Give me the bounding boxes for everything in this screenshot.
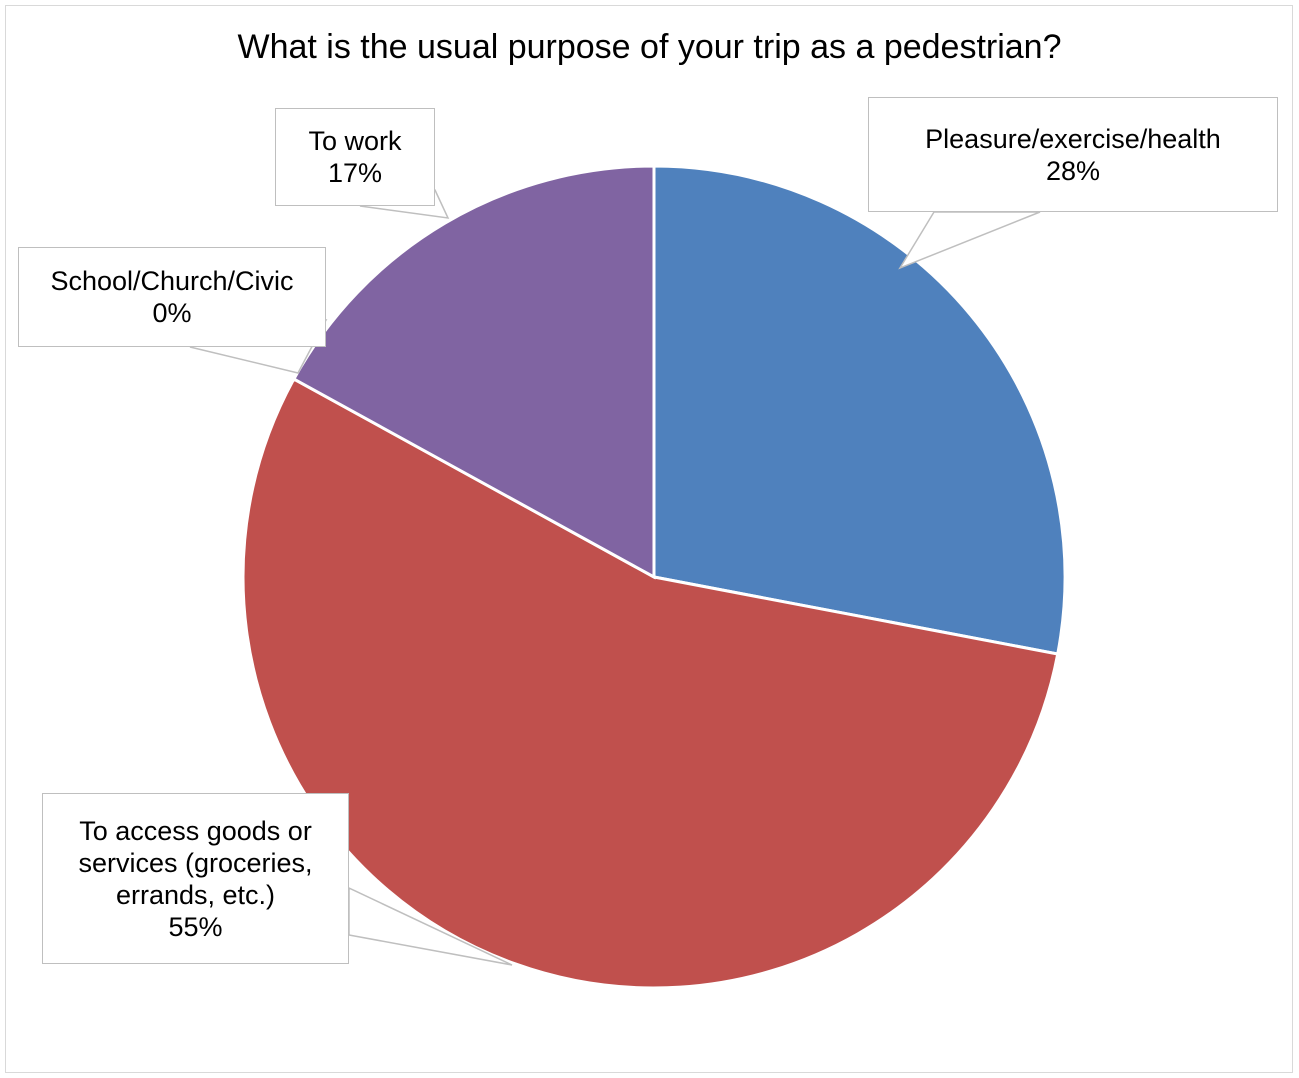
callout-value: 17% (327, 158, 383, 188)
callout-pleasure: Pleasure/exercise/health 28% (868, 97, 1278, 212)
callout-goods-services: To access goods or services (groceries, … (42, 793, 349, 964)
callout-label: To access goods or services (groceries, … (78, 815, 313, 910)
chart-title: What is the usual purpose of your trip a… (237, 28, 1062, 66)
callout-label: To work (308, 126, 402, 156)
leader-goods-services (348, 886, 513, 966)
callout-label: School/Church/Civic (50, 266, 294, 296)
slice-goods-services (241, 376, 1060, 990)
callout-to-work: To work 17% (275, 108, 435, 206)
callout-value: 55% (168, 911, 223, 942)
leader-pleasure (898, 211, 1041, 270)
callout-value: 28% (1045, 155, 1101, 186)
callout-value: 0% (152, 298, 192, 328)
callout-label: Pleasure/exercise/health (925, 123, 1221, 154)
callout-school-church-civic: School/Church/Civic 0% (18, 247, 326, 347)
slice-pleasure (652, 164, 1067, 656)
